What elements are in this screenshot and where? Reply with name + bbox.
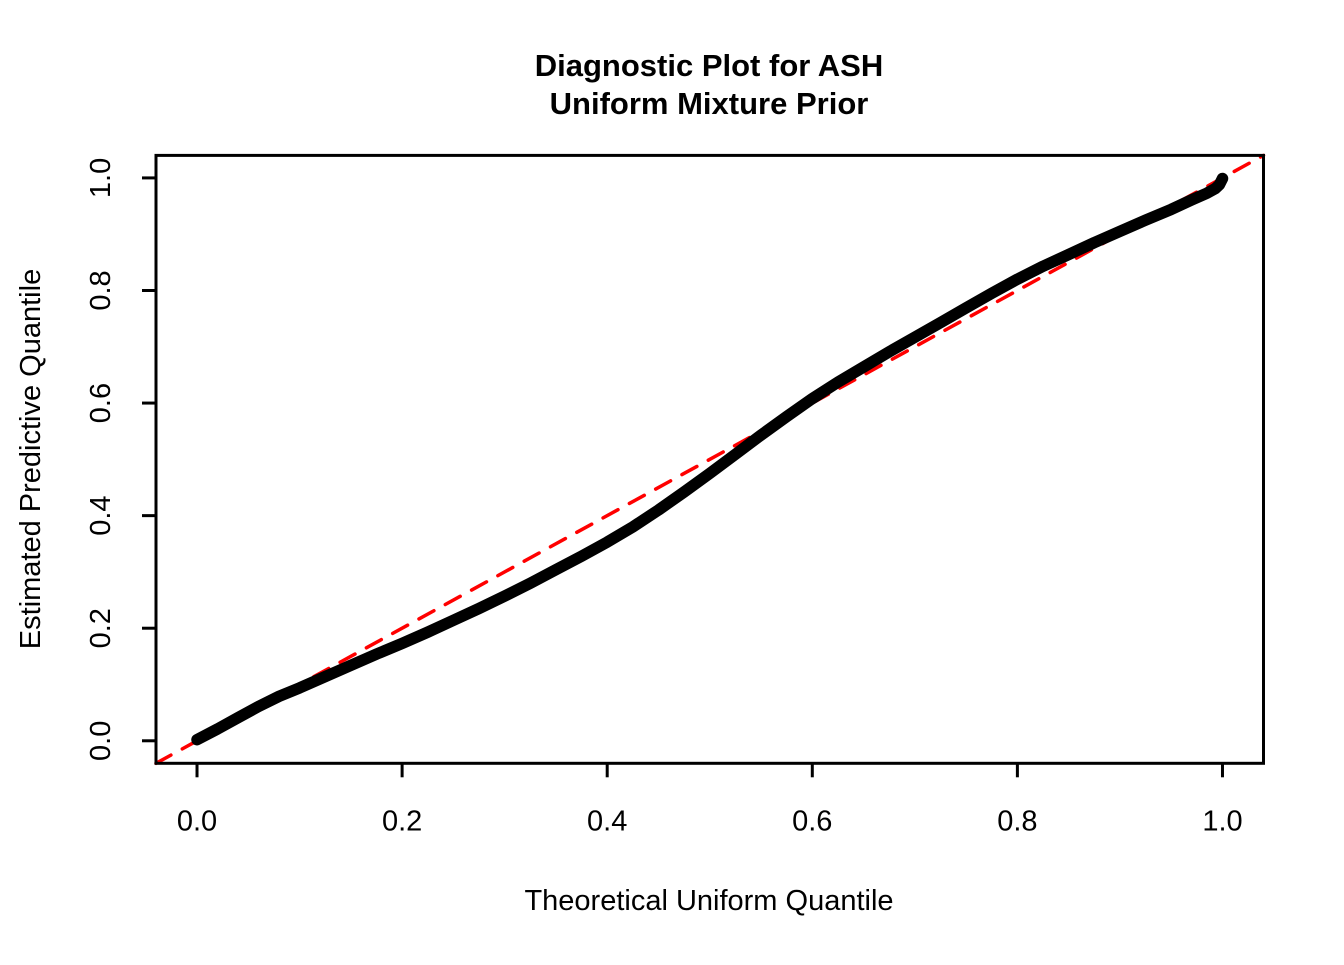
y-tick-label: 0.8 <box>85 270 117 310</box>
plot-box <box>154 153 1265 765</box>
plot-frame-layer <box>154 153 1265 765</box>
x-tick-label: 0.8 <box>997 805 1037 837</box>
y-tick-label: 0.2 <box>85 608 117 648</box>
y-tick-label: 0.4 <box>85 495 117 535</box>
chart-title-line1: Diagnostic Plot for ASH <box>535 48 883 83</box>
y-tick-label: 0.0 <box>85 721 117 761</box>
estimated-predictive-quantile-curve <box>191 172 1229 746</box>
y-tick-label: 1.0 <box>85 158 117 198</box>
y-tick-label: 0.6 <box>85 383 117 423</box>
x-axis-title: Theoretical Uniform Quantile <box>524 885 893 917</box>
plot-data-layer <box>154 153 1266 766</box>
x-tick-label: 0.4 <box>587 805 627 837</box>
y-axis-title: Estimated Predictive Quantile <box>15 269 47 649</box>
reference-diagonal-line <box>154 153 1266 766</box>
plot-tick-layer: 0.0 0.2 0.4 0.6 0.8 1.0 0.0 0.2 0.4 0.6 0.8 1.0 <box>85 158 1243 838</box>
x-tick-label: 0.2 <box>382 805 422 837</box>
x-tick-label: 0.0 <box>177 805 217 837</box>
x-tick-label: 1.0 <box>1202 805 1242 837</box>
x-tick-label: 0.6 <box>792 805 832 837</box>
chart-title-line2: Uniform Mixture Prior <box>550 86 869 121</box>
